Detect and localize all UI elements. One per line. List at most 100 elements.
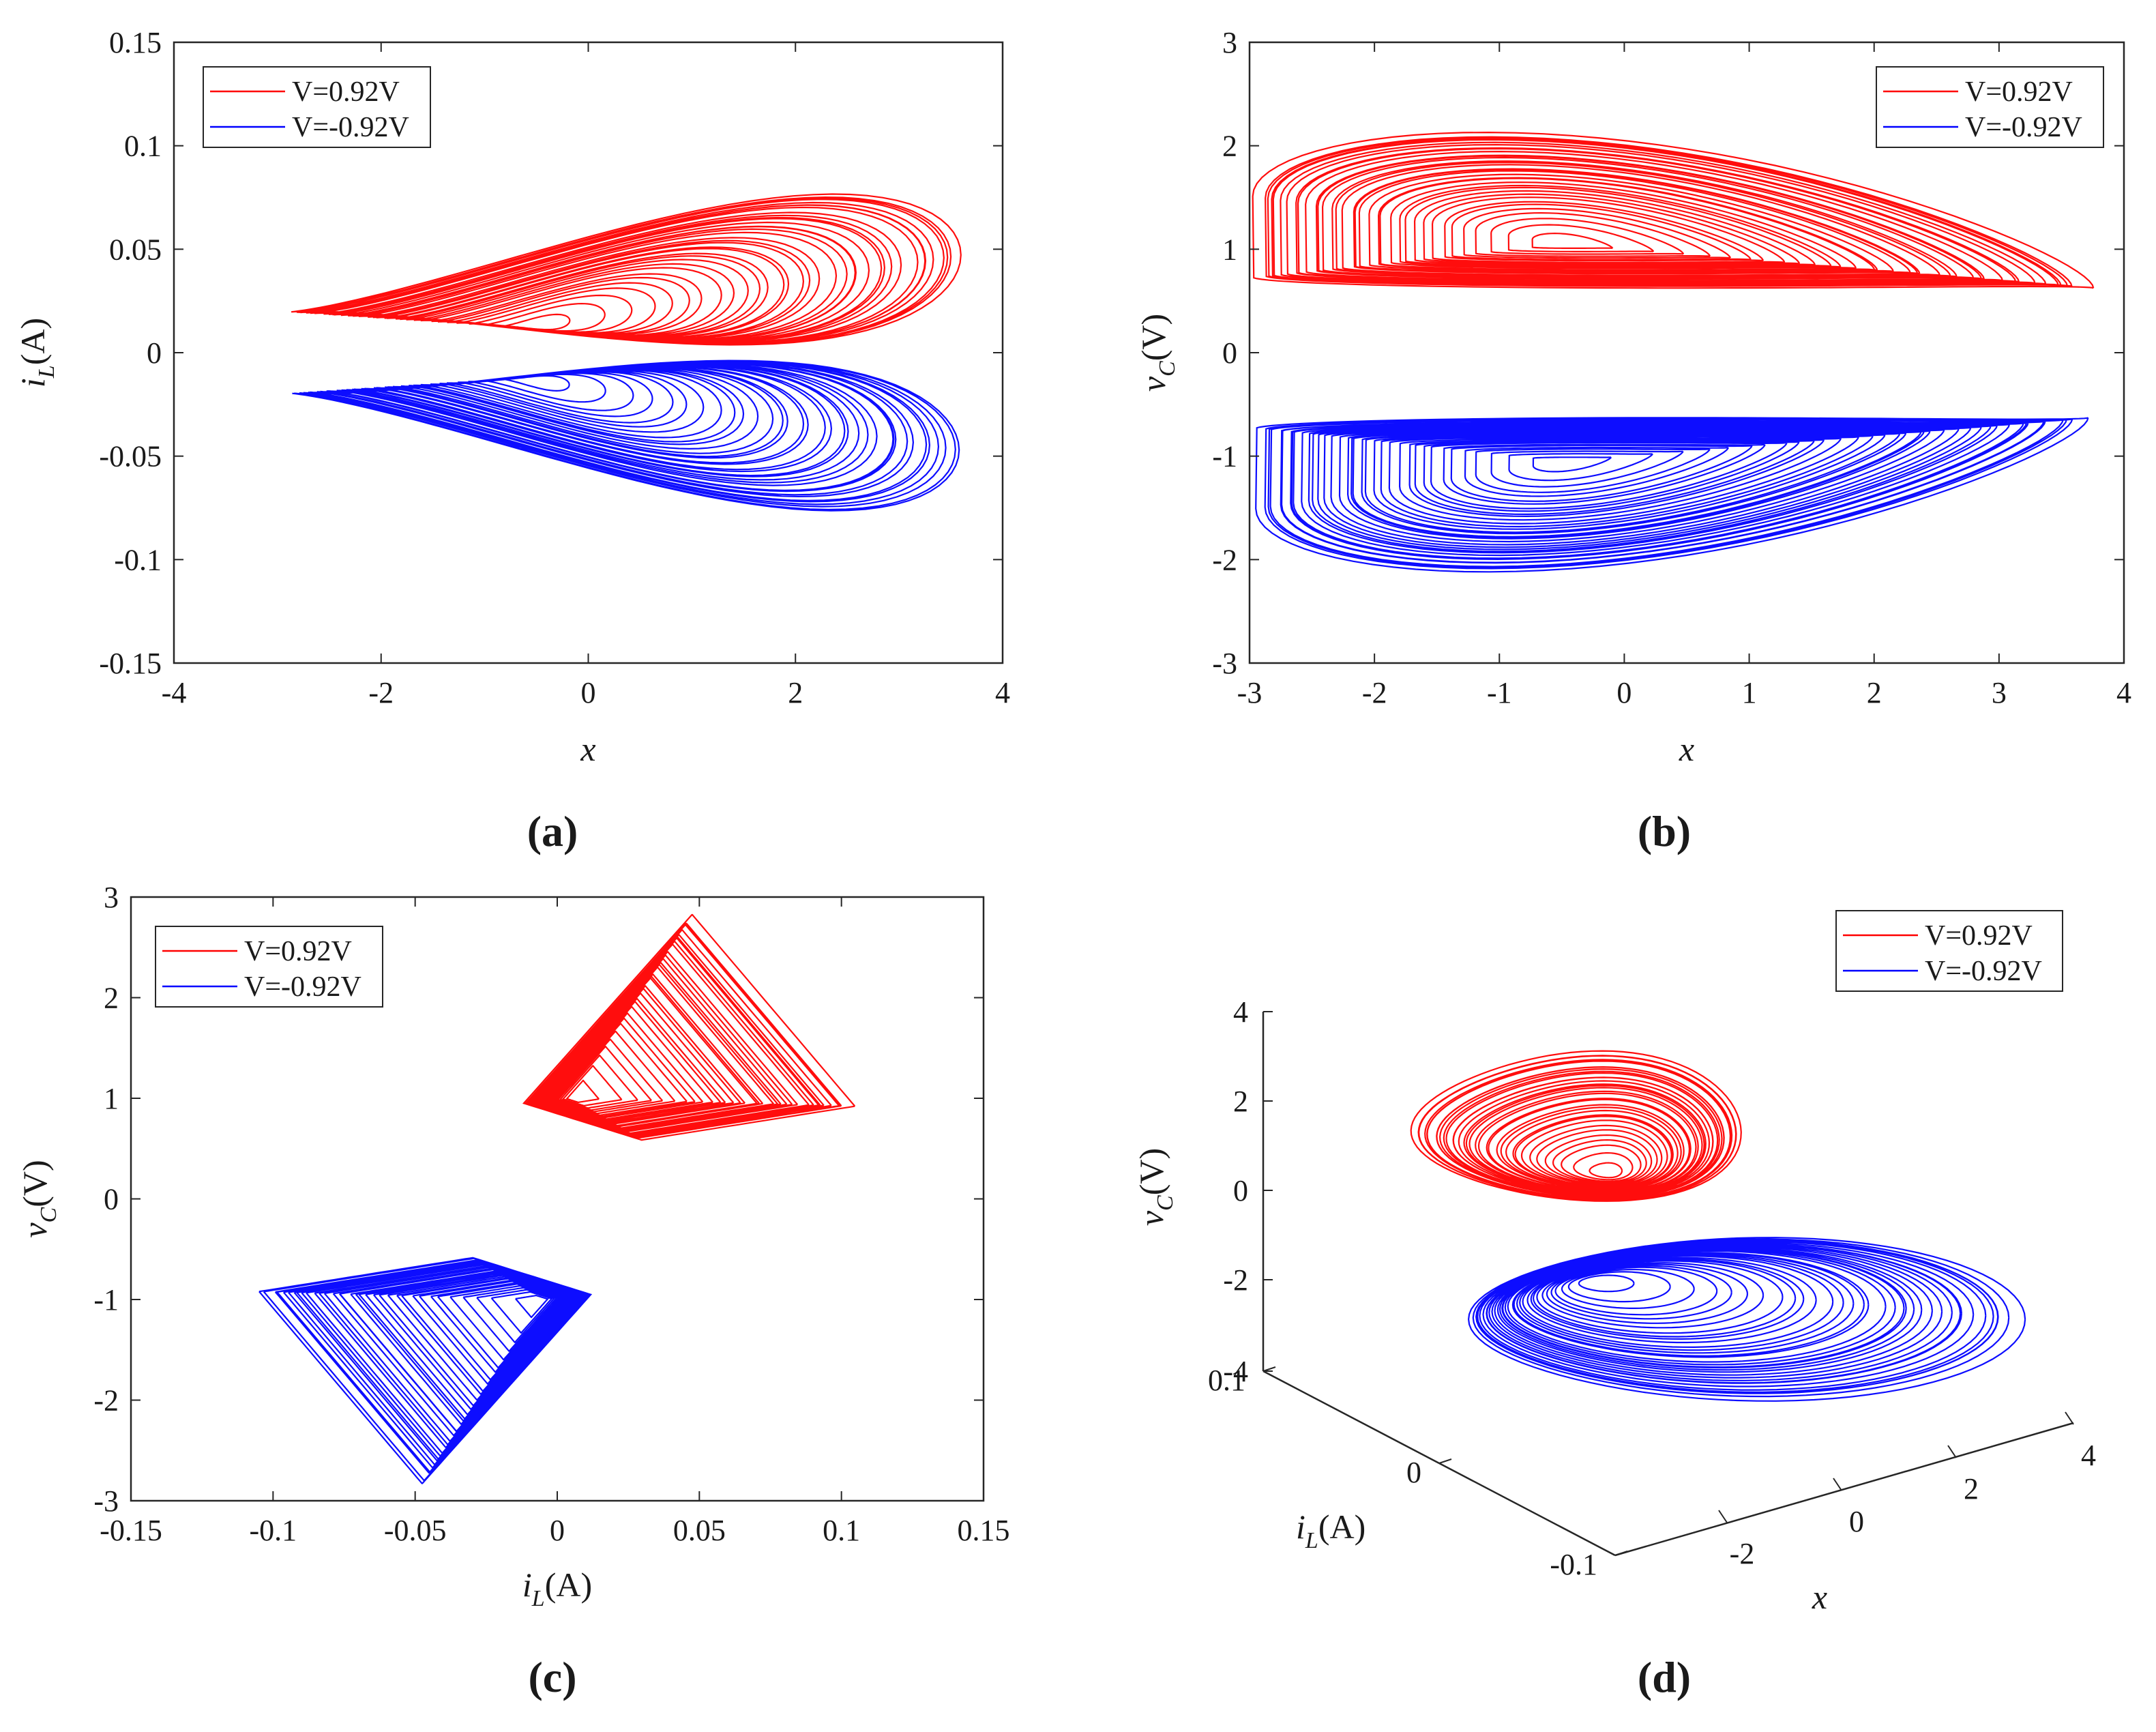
y-tick-label: 0: [147, 336, 162, 370]
y-tick-label: -1: [1212, 440, 1237, 473]
x-tick-label: 2: [1964, 1472, 1979, 1506]
y-tick-label: 0: [104, 1183, 119, 1216]
legend-entry: V=-0.92V: [244, 971, 361, 1003]
y-tick-label: 0: [1222, 336, 1237, 370]
y-tick-mark: [1614, 1551, 1628, 1556]
y-axis-sub: C: [1155, 361, 1180, 377]
x-axis-var: i: [522, 1566, 532, 1604]
x-tick-label: -1: [1487, 676, 1512, 709]
y-tick-label: 0.15: [109, 26, 162, 59]
y-axis-var: i: [14, 378, 52, 387]
y-tick-label: -2: [93, 1384, 119, 1418]
x-tick-label: -2: [368, 676, 394, 709]
y-axis-var: v: [16, 1222, 54, 1238]
legend-entry: V=-0.92V: [1925, 956, 2042, 987]
y-tick-label: 2: [104, 982, 119, 1015]
panel-b: -3 -2 -1 0 1 2 3 4 3 2 1 0 -1 -2 -3 x vC(V) V=0.92V V=-0.9…: [1134, 26, 2131, 855]
y-tick-label: -3: [93, 1484, 119, 1518]
legend-box: [1835, 910, 2063, 992]
y-axis-unit: (V): [1132, 1148, 1170, 1195]
legend-box: [1876, 66, 2104, 148]
x-tick-label: -2: [1362, 676, 1387, 709]
series-line-red: [1410, 1050, 1742, 1202]
plot-area: [259, 913, 856, 1484]
x-tick-label: -2: [1730, 1537, 1755, 1570]
x-axis-line: [1614, 1422, 2074, 1557]
x-tick-label: 0: [581, 676, 596, 709]
x-tick-mark: [1947, 1445, 1957, 1458]
y-axis-sub: C: [36, 1207, 61, 1222]
plot-area: [291, 193, 962, 512]
y-axis-var: v: [1132, 1210, 1170, 1226]
x-tick-label: 2: [1867, 676, 1882, 709]
z-tick-label: -4: [1223, 1355, 1248, 1388]
x-tick-mark: [2065, 1411, 2074, 1425]
y-axis-unit: (V): [1134, 314, 1172, 361]
x-tick-label: 4: [995, 676, 1010, 709]
panel-caption: (c): [528, 1653, 576, 1701]
x-tick-mark: [1718, 1510, 1728, 1523]
y-tick-label: 0.05: [109, 233, 162, 266]
legend-box: [155, 926, 383, 1008]
y-axis-unit: (V): [16, 1160, 54, 1207]
z-tick-label: 2: [1233, 1085, 1248, 1118]
y-axis-label: vC(V): [1132, 1148, 1178, 1226]
y-axis-label: vC(V): [1134, 314, 1180, 392]
panel-caption: (a): [527, 807, 578, 855]
legend-entry: V=0.92V: [244, 936, 352, 967]
panel-c: -0.15 -0.1 -0.05 0 0.05 0.1 0.15 3 2 1 0 -1 -2 -3 iL(A…: [16, 881, 1010, 1701]
y-tick-label: -0.1: [1550, 1548, 1597, 1581]
z-tick-label: 0: [1233, 1174, 1248, 1207]
x-axis-sub: L: [531, 1586, 545, 1611]
series-line: [1255, 417, 2089, 573]
x-axis-var: x: [1679, 730, 1694, 768]
series-line-blue: [1467, 1237, 2026, 1402]
x-axis-label: x: [1812, 1578, 1827, 1616]
y-tick-label: 1: [104, 1082, 119, 1115]
legend-entry: V=0.92V: [292, 76, 400, 108]
y-tick-label: 3: [1222, 26, 1237, 59]
y-axis-sub: C: [1153, 1195, 1178, 1211]
x-tick-label: 0: [550, 1514, 565, 1547]
x-tick-label: 0: [1616, 676, 1631, 709]
x-tick-label: 0.05: [673, 1514, 726, 1547]
y-tick-label: -0.1: [114, 543, 162, 576]
y-tick-label: -3: [1212, 647, 1237, 680]
z-tick-label: -2: [1223, 1263, 1248, 1297]
x-tick-mark: [1833, 1478, 1842, 1491]
y-tick-label: -2: [1212, 543, 1237, 576]
y-axis-sub: L: [34, 365, 59, 379]
series-line: [1252, 131, 2095, 289]
y-axis-unit: (A): [1318, 1508, 1365, 1546]
x-axis-label: x: [580, 730, 595, 768]
panel-caption: (b): [1638, 807, 1691, 855]
y-axis-label: iL(A): [14, 318, 59, 387]
series-line: [522, 913, 856, 1141]
x-axis-label: iL(A): [522, 1566, 592, 1611]
legend-entry: V=-0.92V: [1965, 112, 2082, 143]
x-axis-unit: (A): [545, 1566, 592, 1604]
x-tick-label: -0.1: [250, 1514, 297, 1547]
x-tick-label: 4: [2116, 676, 2131, 709]
y-tick-label: 0.1: [124, 130, 162, 163]
y-tick-label: 3: [104, 881, 119, 914]
y-tick-label: -0.05: [99, 440, 162, 473]
panel-d: -2 0 2 4 0.1 0 -0.1 4 2 0 -2 -4 x iL(A) vC(V) V=0.92V V=…: [1132, 910, 2096, 1701]
series-line: [291, 193, 962, 346]
y-axis-unit: (A): [14, 318, 52, 365]
z-tick-label: 4: [1233, 995, 1248, 1029]
x-tick-label: -4: [162, 676, 187, 709]
panel-caption: (d): [1638, 1653, 1691, 1701]
y-tick-label: 0.1: [1208, 1364, 1245, 1397]
x-tick-label: -3: [1237, 676, 1262, 709]
legend-entry: V=-0.92V: [292, 112, 409, 143]
y-axis-var: i: [1296, 1508, 1305, 1546]
series-line: [259, 1257, 593, 1484]
y-tick-label: 0: [1406, 1456, 1421, 1489]
legend-entry: V=0.92V: [1925, 920, 2033, 952]
y-axis-label: iL(A): [1296, 1508, 1365, 1553]
legend-box: [203, 66, 431, 148]
y-axis-var: v: [1134, 376, 1172, 392]
x-axis-label: x: [1679, 730, 1694, 768]
